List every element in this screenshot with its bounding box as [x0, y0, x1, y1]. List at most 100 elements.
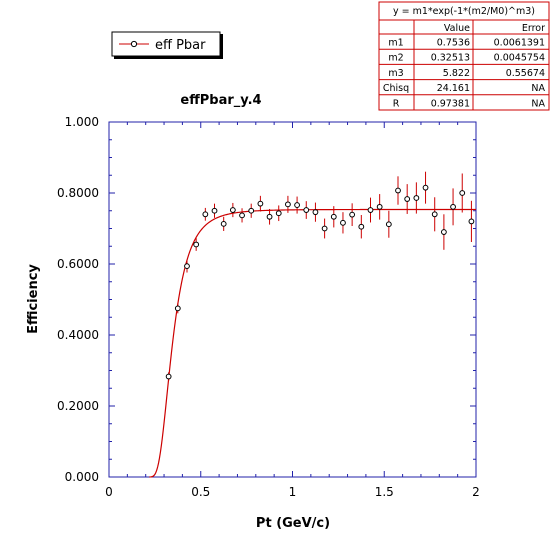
data-point	[413, 182, 420, 214]
point-marker	[220, 220, 227, 227]
data-point	[257, 195, 264, 212]
fit-param-name: m1	[388, 38, 403, 49]
fit-header-value: Value	[444, 23, 470, 34]
point-marker	[174, 305, 181, 312]
data-point	[330, 206, 337, 228]
fit-param-name: Chisq	[383, 83, 409, 94]
point-marker	[395, 187, 401, 194]
x-tick-label: 1.5	[375, 485, 394, 499]
point-marker	[184, 263, 190, 270]
fit-param-name: m3	[388, 68, 403, 79]
data-point	[248, 203, 255, 218]
fit-param-value: 5.822	[443, 68, 470, 79]
data-point	[385, 210, 392, 238]
point-marker	[376, 203, 383, 210]
data-point	[431, 197, 438, 232]
data-point	[367, 197, 374, 223]
point-marker	[275, 210, 282, 217]
point-marker	[303, 207, 310, 213]
point-marker	[239, 212, 245, 219]
fit-curve	[149, 208, 476, 478]
fit-param-name: R	[393, 98, 400, 109]
fit-param-value: 24.161	[437, 83, 470, 94]
point-marker	[193, 241, 200, 248]
y-tick-label: 1.000	[65, 115, 99, 129]
point-marker	[450, 203, 456, 210]
fit-formula: y = m1*exp(-1*(m2/M0)^m3)	[393, 6, 535, 17]
point-marker	[459, 190, 466, 196]
data-point	[229, 202, 236, 218]
data-point	[450, 188, 456, 226]
data-point	[321, 218, 328, 239]
point-marker	[321, 225, 328, 232]
point-marker	[358, 223, 365, 230]
data-point	[340, 212, 346, 234]
point-marker	[312, 209, 319, 216]
data-point	[303, 201, 310, 219]
data-point	[165, 372, 172, 381]
point-marker	[257, 200, 264, 207]
y-tick-label: 0.4000	[57, 328, 99, 342]
point-marker	[165, 373, 172, 380]
fit-param-value: 0.32513	[431, 53, 470, 64]
data-point	[440, 214, 447, 250]
fit-param-error: 0.55674	[506, 68, 545, 79]
data-point	[211, 203, 218, 218]
point-marker	[440, 229, 447, 235]
data-point	[202, 207, 209, 221]
point-marker	[431, 211, 438, 218]
y-tick-label: 0.6000	[57, 257, 99, 271]
data-point	[376, 194, 383, 220]
point-marker	[413, 195, 420, 201]
fit-results-table: y = m1*exp(-1*(m2/M0)^m3) Value Error m1…	[378, 1, 550, 111]
point-marker	[285, 201, 291, 208]
point-marker	[229, 207, 236, 213]
data-point	[174, 303, 181, 314]
fit-param-error: 0.0061391	[494, 38, 545, 49]
point-marker	[266, 213, 273, 220]
data-point	[404, 184, 411, 214]
x-tick-label: 2	[472, 485, 480, 499]
data-point	[468, 200, 475, 242]
point-marker	[330, 213, 337, 220]
x-tick-label: 0	[105, 485, 113, 499]
data-point	[184, 259, 190, 273]
point-marker	[340, 219, 346, 226]
point-marker	[385, 221, 392, 228]
fit-param-value: 0.97381	[431, 98, 470, 109]
fit-param-error: NA	[531, 83, 545, 94]
fit-param-error: 0.0045754	[494, 53, 545, 64]
data-point	[349, 203, 356, 227]
plot-title: effPbar_y.4	[180, 93, 261, 108]
fit-header-error: Error	[522, 23, 545, 34]
data-point	[239, 208, 245, 223]
data-point	[395, 176, 401, 205]
y-tick-label: 0.8000	[57, 186, 99, 200]
point-marker	[248, 207, 255, 214]
point-marker	[202, 211, 209, 218]
data-point	[193, 238, 200, 251]
point-marker	[468, 218, 475, 225]
data-point	[312, 202, 319, 222]
legend-marker	[130, 40, 138, 48]
fit-param-error: NA	[531, 98, 545, 109]
legend-label: eff Pbar	[155, 38, 206, 53]
point-marker	[404, 196, 411, 202]
point-marker	[349, 211, 356, 218]
data-point	[422, 171, 429, 204]
fit-param-name: m2	[388, 53, 403, 64]
data-point	[220, 216, 227, 231]
x-tick-label: 1	[289, 485, 297, 499]
data-point	[275, 205, 282, 222]
y-tick-label: 0.2000	[57, 399, 99, 413]
data-point	[266, 208, 273, 225]
data-point	[294, 196, 300, 214]
x-tick-label: 0.5	[191, 485, 210, 499]
data-point	[459, 173, 466, 213]
data-point	[358, 215, 365, 239]
point-marker	[422, 184, 429, 191]
legend: eff Pbar	[111, 31, 223, 59]
point-marker	[211, 207, 218, 214]
y-axis-title: Efficiency	[26, 264, 41, 334]
